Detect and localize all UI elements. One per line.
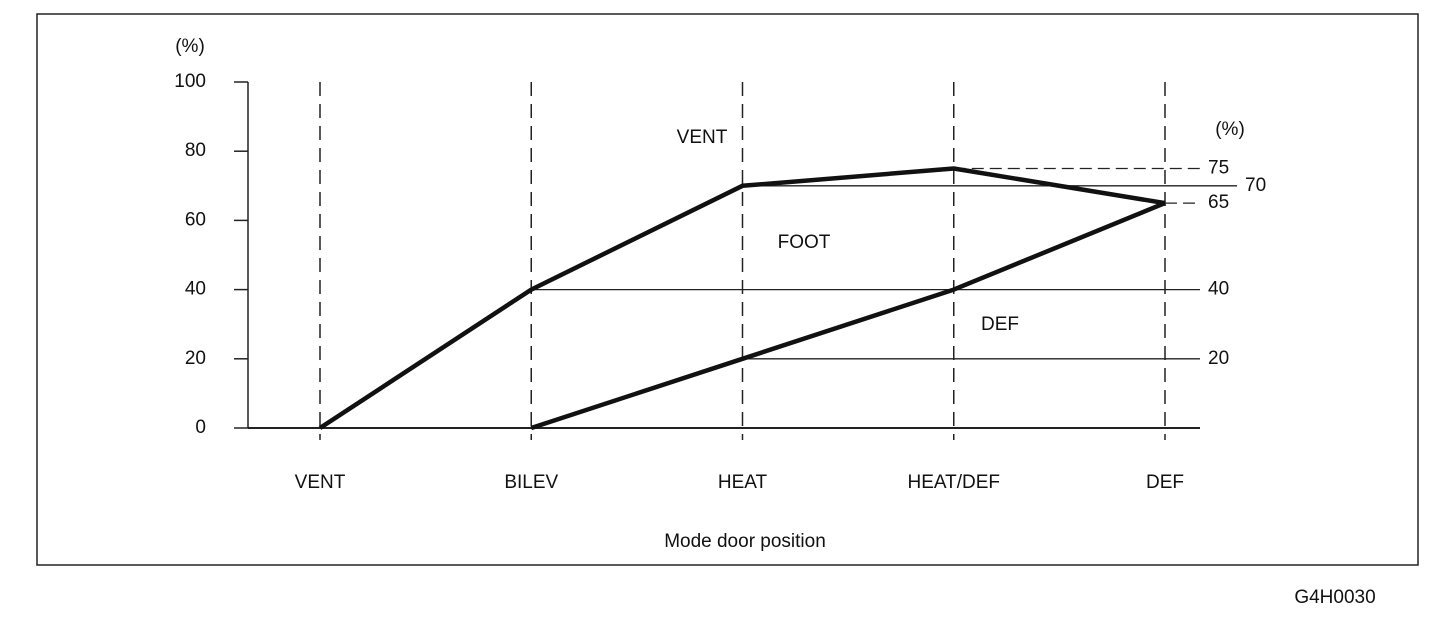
y-tick-label: 0 [195, 417, 206, 438]
figure-code: G4H0030 [1294, 587, 1375, 608]
right-label: 75 [1208, 158, 1229, 179]
region-label: DEF [981, 314, 1019, 335]
x-tick-label: HEAT [718, 472, 768, 493]
x-axis-label: Mode door position [664, 531, 826, 552]
x-tick-label: DEF [1146, 472, 1184, 493]
y-unit: (%) [175, 36, 205, 57]
x-tick-label: VENT [295, 472, 346, 493]
right-label: 70 [1245, 175, 1266, 196]
x-tick-label: HEAT/DEF [907, 472, 1000, 493]
y-tick-label: 80 [185, 140, 206, 161]
frame [36, 13, 1419, 566]
y-tick-label: 100 [174, 71, 206, 92]
x-tick-label: BILEV [504, 472, 558, 493]
region-label: VENT [677, 127, 728, 148]
y-tick-label: 20 [185, 348, 206, 369]
right-unit: (%) [1215, 119, 1245, 140]
right-label: 20 [1208, 348, 1229, 369]
y-tick-label: 40 [185, 279, 206, 300]
series-line [530, 201, 1166, 431]
right-label: 65 [1208, 192, 1229, 213]
right-label: 40 [1208, 279, 1229, 300]
y-tick-label: 60 [185, 209, 206, 230]
series-line [318, 166, 1166, 430]
region-label: FOOT [778, 232, 831, 253]
